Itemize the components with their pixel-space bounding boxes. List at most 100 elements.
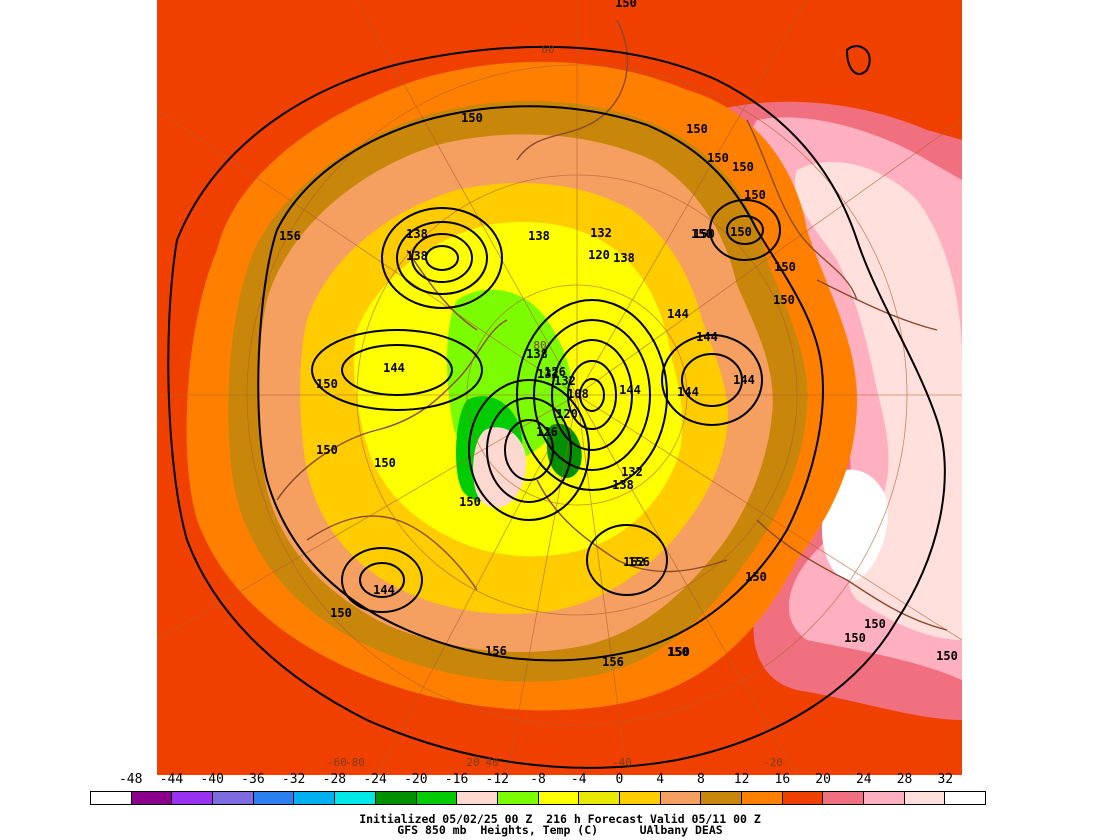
contour-label: 144	[696, 330, 718, 344]
colorbar-swatch	[172, 792, 214, 804]
contour-label: 150	[745, 570, 767, 584]
colorbar-tick-label: -44	[159, 772, 184, 787]
contour-label: 120	[588, 248, 610, 262]
colorbar-swatch	[904, 792, 946, 804]
contour-label: 150	[691, 227, 713, 241]
colorbar-swatch	[701, 792, 742, 804]
contour-label: 150	[707, 151, 729, 165]
contour-label: 150	[774, 260, 796, 274]
colorbar-swatch	[497, 792, 539, 804]
colorbar-swatch	[294, 792, 336, 804]
colorbar-swatch	[253, 792, 295, 804]
contour-label: 138	[406, 249, 428, 263]
colorbar-tick-label: 28	[896, 772, 913, 787]
colorbar-tick-label: 16	[774, 772, 791, 787]
grid-label: 20	[466, 756, 479, 769]
colorbar-swatch	[91, 792, 132, 804]
contour-label: 138	[612, 478, 634, 492]
contour-label: 138	[406, 227, 428, 241]
contour-label: 150	[615, 0, 637, 10]
contour-label: 150	[693, 227, 715, 241]
colorbar-tick-label: 24	[855, 772, 872, 787]
contour-label: 132	[537, 367, 559, 381]
contour-label: 120	[556, 407, 578, 421]
lat-lon-grid	[157, 0, 962, 775]
colorbar-tick-label: 32	[937, 772, 954, 787]
colorbar-tick-label: -16	[444, 772, 469, 787]
contour-label: 150	[864, 617, 886, 631]
contour-label: 150	[730, 225, 752, 239]
contour-label: 144	[667, 307, 689, 321]
contour-label: 156	[628, 555, 650, 569]
colorbar-swatch	[375, 792, 417, 804]
contour-label: 156	[485, 644, 507, 658]
contour-label: 150	[316, 443, 338, 457]
grid-label: 40	[485, 756, 498, 769]
colorbar-tick-label: -48	[118, 772, 143, 787]
contour-label: 126	[536, 425, 558, 439]
colorbar-swatch	[619, 792, 661, 804]
contour-label: 156	[279, 229, 301, 243]
contour-label: 150	[374, 456, 396, 470]
colorbar-swatch	[660, 792, 702, 804]
grid-label: 80	[533, 339, 546, 352]
contour-label: 144	[373, 583, 395, 597]
colorbar-tick-label: -36	[241, 772, 265, 787]
map-panel: 150 150 150 150 150 150 150 150 150 150 150 150 150 1…	[157, 0, 962, 775]
colorbar-tick-label: -12	[485, 772, 510, 787]
contour-label: 150	[744, 188, 766, 202]
height-contours	[167, 45, 946, 769]
colorbar-tick-label: -28	[322, 772, 347, 787]
contour-label: 162	[623, 555, 645, 569]
contour-label: 150	[936, 649, 958, 663]
contour-label: 150	[316, 377, 338, 391]
contour-label: 150	[668, 645, 690, 659]
colorbar-swatch	[742, 792, 783, 804]
contour-label: 138	[613, 251, 635, 265]
contour-label: 150	[461, 111, 483, 125]
colorbar-tick-label: -8	[530, 772, 546, 787]
contour-label: 132	[621, 465, 643, 479]
colorbar-tick-label: -24	[363, 772, 387, 787]
contour-label: 156	[602, 655, 624, 669]
grid-label: -80	[345, 756, 365, 769]
contour-label: 144	[733, 373, 755, 387]
colorbar-swatch	[945, 792, 986, 804]
grid-label: -20	[763, 756, 783, 769]
contour-label: 150	[732, 160, 754, 174]
contour-label: 132	[554, 374, 576, 388]
colorbar-tick-label: 12	[733, 772, 750, 787]
temperature-colorbar	[90, 791, 986, 805]
colorbar-tick-label: 20	[815, 772, 831, 787]
colorbar-tick-label: -40	[200, 772, 224, 787]
colorbar-tick-label: -20	[404, 772, 428, 787]
map-footer: Initialized 05/02/25 00 Z 216 h Forecast…	[0, 812, 1120, 837]
grid-labels: 80 60 40 20 -20 -40 -60-80	[327, 43, 783, 769]
contour-label: 150	[773, 293, 795, 307]
contour-label: 150	[459, 495, 481, 509]
temperature-fill-dark-green	[546, 423, 582, 478]
contour-label: 126	[544, 365, 566, 379]
grid-label: -40	[612, 756, 632, 769]
grid-label: -60	[327, 756, 347, 769]
colorbar-tick-label: 4	[656, 772, 665, 787]
colorbar-swatch	[864, 792, 905, 804]
contour-label: 150	[330, 606, 352, 620]
colorbar-tick-label: 0	[615, 772, 624, 787]
footer-line-1: Initialized 05/02/25 00 Z 216 h Forecast…	[359, 812, 761, 826]
colorbar-swatch	[538, 792, 580, 804]
grid-label: 60	[541, 43, 554, 56]
contour-label: 150	[844, 631, 866, 645]
colorbar-swatch	[579, 792, 620, 804]
colorbar-swatch	[213, 792, 254, 804]
coastlines	[276, 19, 948, 631]
colorbar-swatch	[416, 792, 458, 804]
contour-label: 144	[383, 361, 405, 375]
colorbar-swatch	[457, 792, 498, 804]
contour-label: 108	[567, 387, 589, 401]
colorbar-swatch	[335, 792, 376, 804]
contour-label: 144	[677, 385, 699, 399]
footer-line-2: GFS 850 mb Heights, Temp (C) UAlbany DEA…	[397, 823, 723, 837]
